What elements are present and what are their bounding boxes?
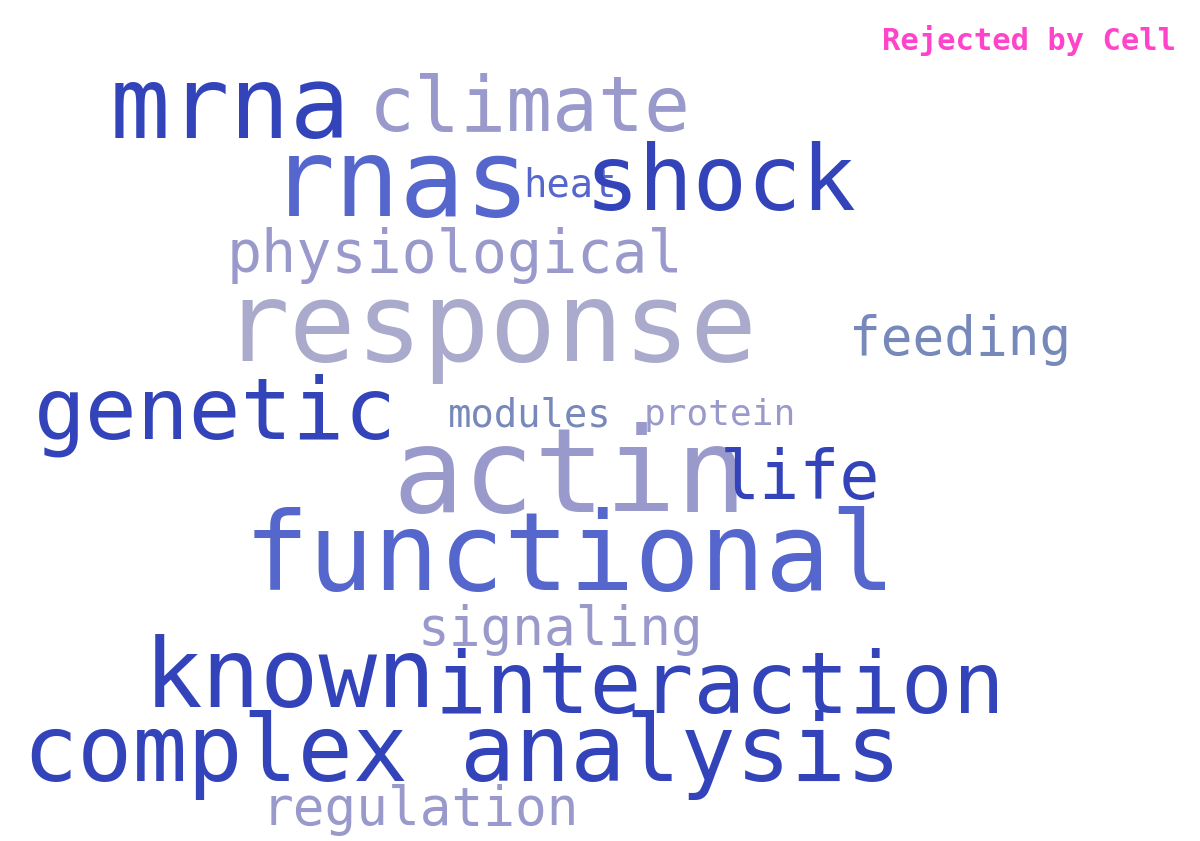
Text: Rejected by Cell: Rejected by Cell [882,25,1176,56]
Text: rnas: rnas [270,131,530,239]
Text: response: response [222,276,757,384]
Text: feeding: feeding [848,314,1072,366]
Text: known: known [144,633,437,727]
Text: physiological: physiological [227,226,683,283]
Text: complex: complex [22,710,408,800]
Text: climate: climate [370,73,691,147]
Text: genetic: genetic [34,373,396,457]
Text: functional: functional [244,506,896,613]
Text: interaction: interaction [434,648,1006,732]
Text: protein: protein [644,398,796,432]
Text: actin: actin [392,422,748,537]
Text: heat: heat [523,166,617,204]
Text: shock: shock [584,141,856,229]
Text: mrna: mrna [109,61,350,159]
Text: analysis: analysis [460,710,900,800]
Text: life: life [720,447,881,513]
Text: regulation: regulation [262,784,578,836]
Text: signaling: signaling [418,604,703,656]
Text: modules: modules [448,396,612,434]
